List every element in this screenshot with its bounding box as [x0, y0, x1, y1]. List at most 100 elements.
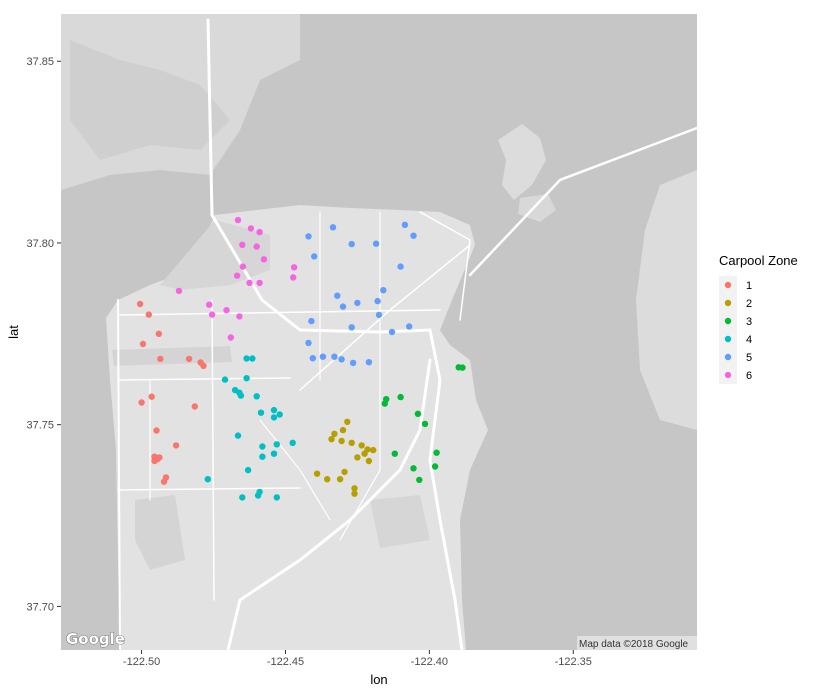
zone-6-point [223, 307, 230, 314]
zone-6-point [227, 334, 234, 341]
zone-2-point [341, 468, 348, 476]
zone-5-point [349, 359, 357, 367]
zone-4-point [273, 494, 280, 501]
legend-swatch-zone-3 [724, 317, 732, 325]
geary-blvd [117, 309, 441, 316]
zone-3-point [381, 400, 388, 407]
zone-6-point [233, 272, 241, 279]
x-tick-label: -122.35 [555, 656, 592, 668]
great-highway [117, 299, 121, 651]
y-tick-label: 37.85 [26, 56, 54, 68]
sloat-blvd [117, 487, 301, 491]
legend-label-zone-2: 2 [746, 298, 752, 310]
zone-1-point [191, 403, 198, 410]
zone-2-point [354, 454, 361, 461]
data-points [136, 216, 466, 501]
zone-2-point [339, 426, 347, 434]
zone-4-point [270, 406, 278, 414]
zone-1-point [185, 355, 193, 363]
zone-2-point [338, 437, 345, 445]
zone-5-point [329, 224, 337, 231]
legend-swatch-zone-6 [724, 371, 732, 379]
zone-2-point [331, 430, 338, 437]
zone-6-point [239, 241, 246, 248]
zone-2-point [358, 442, 365, 449]
portola-dr [259, 419, 331, 521]
zone-4-point [243, 355, 250, 362]
zone-1-point [200, 362, 207, 369]
zone-6-point [234, 216, 242, 224]
lincoln-way [117, 377, 291, 381]
zone-3-point [397, 393, 404, 401]
zone-1-point [145, 311, 152, 318]
map-attribution: Map data ©2018 Google [577, 636, 697, 650]
zone-1-point [139, 340, 147, 348]
legend-label-zone-6: 6 [746, 370, 752, 382]
zone-4-point [244, 466, 252, 474]
zone-2-point [336, 476, 344, 483]
legend-swatch-zone-1 [724, 281, 732, 289]
zone-5-point [319, 353, 327, 360]
legend-label-zone-1: 1 [746, 280, 752, 292]
lake-merced-area [135, 495, 185, 570]
zone-6-point [247, 225, 255, 232]
zone-2-point [370, 446, 377, 454]
zone-6-point [253, 243, 260, 250]
zone-5-point [354, 299, 361, 307]
zone-1-point [138, 399, 145, 406]
y-axis: 37.70 37.75 37.80 37.85 [26, 56, 61, 613]
zone-5-point [365, 359, 373, 366]
zone-6-point [236, 313, 243, 320]
zone-1-point [156, 454, 163, 461]
zone-2-point [351, 490, 358, 497]
zone-5-point [305, 339, 312, 347]
zone-5-point [401, 221, 409, 228]
zone-6-point [208, 311, 216, 318]
zone-1-point [148, 393, 155, 400]
zone-4-point [237, 392, 245, 399]
zone-5-point [308, 317, 315, 325]
legend-title: Carpool Zone [719, 253, 798, 268]
zone-5-point [388, 328, 396, 336]
map-panel: Google Map data ©2018 Google [61, 14, 699, 652]
zone-5-point [348, 324, 355, 331]
zone-4-point [259, 443, 266, 450]
treasure-island [498, 124, 546, 200]
mclaren-park [370, 495, 430, 548]
highway-101 [210, 213, 464, 652]
zone-4-point [221, 376, 229, 383]
zone-5-point [348, 240, 355, 248]
east-bay-shore [636, 170, 697, 430]
zone-1-point [172, 442, 180, 449]
zone-2-point [365, 457, 373, 465]
zone-2-point [344, 418, 351, 425]
zone-2-point [328, 436, 335, 443]
zone-6-point [256, 228, 263, 236]
legend-swatch-zone-4 [724, 335, 732, 343]
zone-6-point [260, 256, 268, 263]
zone-5-point [309, 355, 316, 362]
zone-6-point [175, 287, 183, 295]
zone-2-point [313, 470, 321, 477]
zone-5-point [397, 263, 404, 270]
zone-5-point [339, 303, 347, 310]
y-tick-label: 37.80 [26, 238, 54, 250]
google-logo-text: Google [66, 630, 125, 648]
zone-4-point [249, 355, 256, 362]
zone-1-point [155, 330, 162, 337]
legend-label-zone-4: 4 [746, 334, 752, 346]
zone-6-point [239, 263, 247, 270]
attribution-text: Map data ©2018 Google [579, 639, 689, 650]
zone-4-point [204, 476, 211, 483]
presidio [160, 220, 270, 290]
embarcadero [419, 211, 471, 321]
zone-5-point [338, 356, 345, 363]
zone-5-point [311, 253, 318, 260]
zone-2-point [324, 476, 331, 483]
zone-3-point [391, 450, 398, 457]
x-axis-title: lon [370, 672, 387, 687]
legend: Carpool Zone 1 2 3 4 5 6 [719, 253, 798, 384]
market-st [299, 244, 471, 391]
zone-5-point [375, 311, 383, 319]
